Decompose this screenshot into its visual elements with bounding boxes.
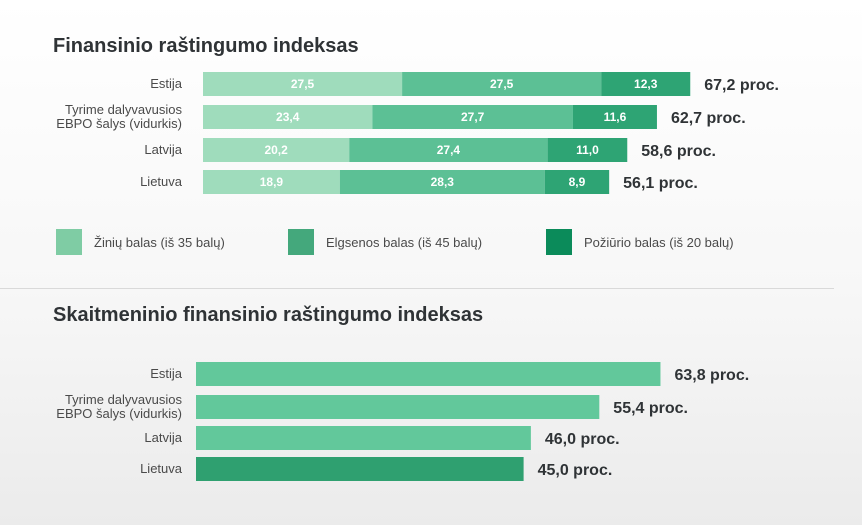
chart1-segment-label: 23,4	[276, 110, 300, 124]
legend-item-attitude: Požiūrio balas (iš 20 balų)	[546, 228, 734, 256]
chart1-category-label: Tyrime dalyvavusios EBPO šalys (vidurkis)	[56, 102, 182, 131]
chart1-total-label: 62,7 proc.	[671, 110, 746, 127]
chart1-segment-label: 11,0	[576, 143, 599, 157]
legend-label-attitude: Požiūrio balas (iš 20 balų)	[584, 234, 734, 250]
chart1-bar-segment	[402, 72, 602, 96]
chart1-category-label: Estija	[150, 76, 183, 91]
chart1-category-label: Lietuva	[140, 174, 183, 189]
chart1-bar-segment	[601, 72, 691, 96]
chart2-bar	[196, 362, 661, 386]
section-divider	[0, 288, 834, 289]
legend-swatch-knowledge	[56, 229, 82, 255]
chart1-bar-segment	[547, 138, 628, 162]
legend-label-knowledge: Žinių balas (iš 35 balų)	[94, 234, 225, 250]
chart1-bar-segment	[372, 105, 573, 129]
chart1-segment-label: 27,5	[291, 77, 315, 91]
chart1-segment-label: 27,7	[461, 110, 485, 124]
chart1-segment-label: 18,9	[260, 175, 284, 189]
chart1-bar-segment	[203, 105, 373, 129]
chart2-title: Skaitmeninio finansinio raštingumo indek…	[53, 304, 484, 326]
chart1-total-label: 56,1 proc.	[623, 175, 698, 192]
chart1-bar-segment	[339, 170, 545, 194]
chart2-value-label: 55,4 proc.	[613, 400, 688, 417]
legend-item-behaviour: Elgsenos balas (iš 45 balų)	[288, 228, 482, 256]
chart2-value-label: 63,8 proc.	[674, 367, 749, 384]
chart1-bar-segment	[203, 170, 340, 194]
chart1-category-label: Latvija	[144, 142, 182, 157]
chart1-total-label: 58,6 proc.	[641, 143, 716, 160]
chart1-segment-label: 27,5	[490, 77, 514, 91]
chart1-bar-segment	[203, 72, 403, 96]
chart1-segment-label: 11,6	[604, 110, 627, 124]
chart2-category-label: Estija	[150, 366, 183, 381]
chart1-legend: Žinių balas (iš 35 balų) Elgsenos balas …	[56, 228, 816, 256]
chart1-segment-label: 28,3	[431, 175, 455, 189]
chart2-bar	[196, 426, 531, 450]
chart1-segment-label: 20,2	[264, 143, 288, 157]
legend-label-behaviour: Elgsenos balas (iš 45 balų)	[326, 234, 483, 250]
chart1-total-label: 67,2 proc.	[704, 77, 779, 94]
chart1-title: Finansinio raštingumo indeksas	[53, 35, 359, 57]
chart2-category-label: Tyrime dalyvavusios EBPO šalys (vidurkis)	[56, 392, 182, 421]
chart1-bar-segment	[203, 138, 350, 162]
chart2-bar	[196, 395, 600, 419]
chart2-category-label: Latvija	[144, 430, 182, 445]
chart1-segment-label: 12,3	[634, 77, 658, 91]
legend-item-knowledge: Žinių balas (iš 35 balų)	[56, 228, 225, 256]
legend-swatch-behaviour	[288, 229, 314, 255]
chart1-bar-segment	[349, 138, 548, 162]
chart1-bar-segment	[572, 105, 657, 129]
chart2-value-label: 45,0 proc.	[538, 462, 613, 479]
chart1-segment-label: 8,9	[569, 175, 586, 189]
chart2-bar	[196, 457, 524, 481]
chart1-segment-label: 27,4	[437, 143, 461, 157]
chart2-value-label: 46,0 proc.	[545, 431, 620, 448]
chart1-bar-segment	[544, 170, 610, 194]
chart1-svg: Estija 27,5 27,5 12,3 67,2 proc. Tyrime dalyv…	[56, 72, 779, 194]
legend-swatch-attitude	[546, 229, 572, 255]
chart2-category-label: Lietuva	[140, 461, 183, 476]
